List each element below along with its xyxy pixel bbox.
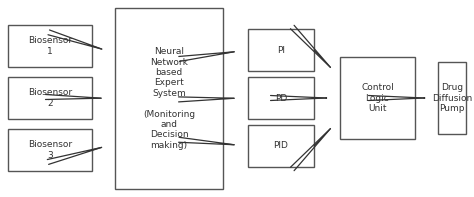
Text: Drug
Diffusion
Pump: Drug Diffusion Pump: [432, 83, 472, 113]
Text: PD: PD: [275, 94, 287, 102]
Text: Neural
Network
based
Expert
System

(Monitoring
and
Decision
making): Neural Network based Expert System (Moni…: [143, 47, 195, 150]
Bar: [248, 125, 314, 167]
Bar: [8, 129, 92, 171]
Bar: [438, 62, 466, 134]
Bar: [248, 29, 314, 71]
Text: PID: PID: [273, 141, 289, 151]
Bar: [8, 25, 92, 67]
Text: Biosensor
3: Biosensor 3: [28, 140, 72, 160]
Bar: [115, 8, 223, 189]
Bar: [340, 57, 415, 139]
Text: PI: PI: [277, 46, 285, 55]
Bar: [248, 77, 314, 119]
Text: Control
Logic
Unit: Control Logic Unit: [361, 83, 394, 113]
Text: Biosensor
2: Biosensor 2: [28, 88, 72, 108]
Bar: [8, 77, 92, 119]
Text: Biosensor
1: Biosensor 1: [28, 36, 72, 56]
